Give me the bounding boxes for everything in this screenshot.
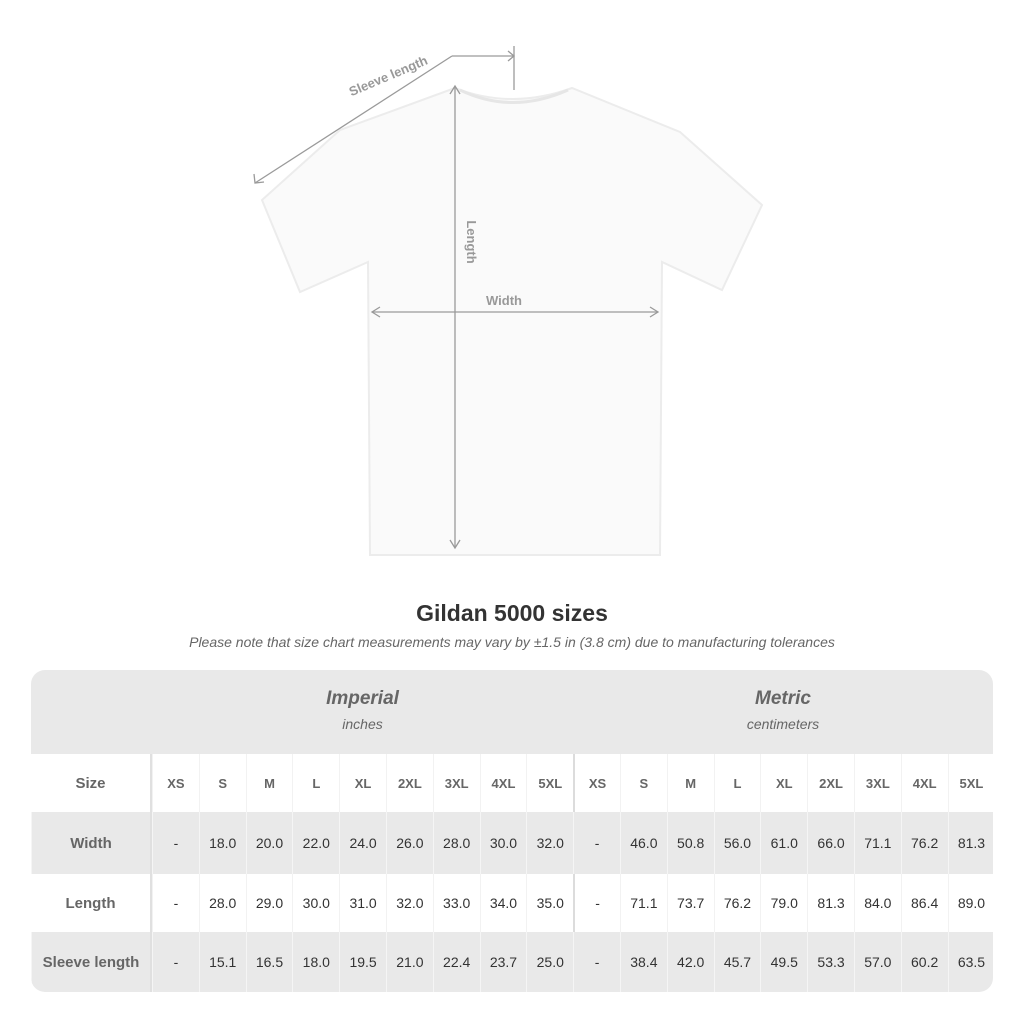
unit-header-band: Imperial inches Metric centimeters [31,670,993,754]
measurement-lines [253,46,660,550]
metric-value-cell: 84.0 [853,874,901,932]
metric-size-header: 5XL [947,754,993,812]
metric-size-header: XL [760,754,807,812]
imperial-value-cell: 15.1 [198,932,246,992]
metric-value-cell: - [573,874,620,932]
imperial-value-cell: 23.7 [479,932,527,992]
metric-value-cell: 71.1 [619,874,667,932]
metric-value-cell: - [573,812,620,874]
imperial-value-cell: 33.0 [432,874,480,932]
metric-value-cell: 56.0 [713,812,761,874]
metric-size-header: 4XL [900,754,948,812]
metric-value-cell: 53.3 [807,932,854,992]
metric-size-header: 3XL [853,754,901,812]
metric-value-cell: 86.4 [900,874,948,932]
imperial-size-header: 3XL [432,754,480,812]
metric-value-cell: 42.0 [666,932,714,992]
imperial-value-cell: 26.0 [385,812,433,874]
imperial-size-header: S [198,754,246,812]
imperial-value-cell: - [152,812,199,874]
imperial-value-cell: 35.0 [526,874,573,932]
metric-value-cell: 79.0 [760,874,807,932]
row-label: Length [31,874,152,932]
imperial-value-cell: 32.0 [526,812,573,874]
metric-size-header: M [666,754,714,812]
metric-header: Metric centimeters [573,688,993,732]
imperial-value-cell: 28.0 [198,874,246,932]
metric-value-cell: 49.5 [760,932,807,992]
imperial-value-cell: 20.0 [245,812,293,874]
imperial-size-header: 2XL [385,754,433,812]
row-label: Width [31,812,152,874]
imperial-size-header: 4XL [479,754,527,812]
imperial-size-header: XS [152,754,199,812]
imperial-value-cell: 24.0 [339,812,386,874]
metric-value-cell: 81.3 [807,874,854,932]
metric-value-cell: 38.4 [619,932,667,992]
imperial-size-header: XL [339,754,386,812]
size-table: Imperial inches Metric centimeters Size X… [31,670,993,992]
metric-size-header: S [619,754,667,812]
imperial-value-cell: 22.0 [292,812,339,874]
imperial-value-cell: 29.0 [245,874,293,932]
table-row: Width -18.0 20.0 22.0 24.0 26.0 28.0 30.0 32.0-4… [31,812,993,874]
metric-value-cell: 57.0 [853,932,901,992]
imperial-value-cell: 22.4 [432,932,480,992]
imperial-value-cell: 21.0 [385,932,433,992]
tolerance-note: Please note that size chart measurements… [189,634,835,650]
imperial-value-cell: 16.5 [245,932,293,992]
imperial-value-cell: 30.0 [292,874,339,932]
metric-value-cell: 76.2 [713,874,761,932]
imperial-value-cell: 18.0 [292,932,339,992]
imperial-value-cell: - [152,932,199,992]
imperial-value-cell: 19.5 [339,932,386,992]
size-header-row: Size XS S M L XL 2XL 3XL 4XL 5XL XS S M L XL 2XL 3XL 4XL 5… [31,754,993,812]
table-row: Length -28.0 29.0 30.0 31.0 32.0 33.0 34.0 35.0-… [31,874,993,932]
metric-unit: centimeters [746,716,820,732]
metric-value-cell: 63.5 [947,932,993,992]
sleeve-length-label: Sleeve length [347,53,430,100]
imperial-value-cell: 28.0 [432,812,480,874]
metric-value-cell: 89.0 [947,874,993,932]
metric-value-cell: 73.7 [666,874,714,932]
imperial-value-cell: 25.0 [526,932,573,992]
imperial-value-cell: - [152,874,199,932]
imperial-size-header: 5XL [526,754,573,812]
imperial-size-header: M [245,754,293,812]
metric-value-cell: 71.1 [853,812,901,874]
imperial-header: Imperial inches [152,688,573,732]
table-row: Sleeve length -15.1 16.5 18.0 19.5 21.0 22.4 23… [31,932,993,992]
row-label: Size [31,754,152,812]
length-label: Length [464,220,479,263]
metric-size-header: XS [573,754,620,812]
imperial-size-header: L [292,754,339,812]
imperial-value-cell: 18.0 [198,812,246,874]
row-label: Sleeve length [31,932,152,992]
imperial-value-cell: 34.0 [479,874,527,932]
metric-size-header: L [713,754,761,812]
imperial-title: Imperial [326,688,399,709]
metric-value-cell: 50.8 [666,812,714,874]
metric-value-cell: 60.2 [900,932,948,992]
metric-value-cell: 76.2 [900,812,948,874]
metric-value-cell: - [573,932,620,992]
imperial-value-cell: 31.0 [339,874,386,932]
imperial-value-cell: 30.0 [479,812,527,874]
metric-value-cell: 46.0 [619,812,667,874]
width-label: Width [486,293,522,308]
imperial-unit: inches [342,716,383,732]
chart-title: Gildan 5000 sizes [416,600,608,626]
tshirt-measurement-diagram: Sleeve length Length Width [253,46,764,556]
metric-value-cell: 45.7 [713,932,761,992]
metric-value-cell: 66.0 [807,812,854,874]
metric-size-header: 2XL [807,754,854,812]
metric-title: Metric [755,688,811,709]
imperial-value-cell: 32.0 [385,874,433,932]
metric-value-cell: 61.0 [760,812,807,874]
tshirt-image [260,86,764,556]
metric-value-cell: 81.3 [947,812,993,874]
